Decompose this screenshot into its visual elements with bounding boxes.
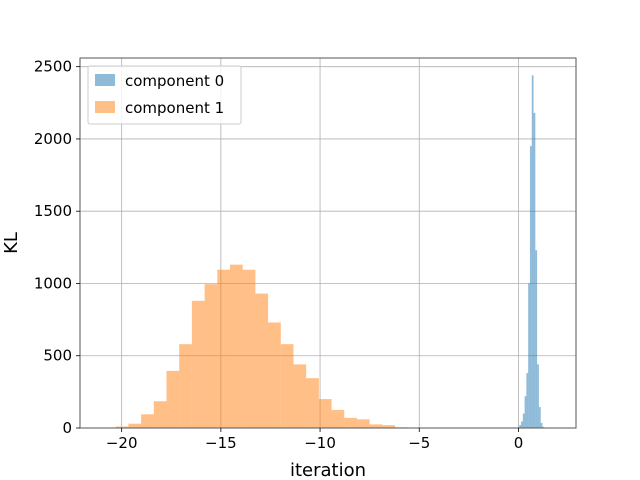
- histogram-bar: [528, 283, 530, 428]
- histogram-bar: [519, 425, 522, 428]
- legend-swatch-component-0: [95, 74, 115, 86]
- histogram-bar: [229, 264, 243, 428]
- histogram-bar: [280, 344, 294, 428]
- series-component-1-bars: [115, 264, 408, 428]
- histogram-bar: [204, 284, 218, 428]
- histogram-bar: [128, 423, 142, 428]
- x-tick-label: −20: [106, 434, 138, 452]
- plot-frame: [79, 57, 577, 429]
- histogram-bar: [242, 269, 256, 428]
- histogram-bar: [542, 426, 545, 428]
- histogram-bar: [191, 300, 205, 428]
- y-tick-label: 0: [62, 419, 72, 437]
- legend-label-component-1: component 1: [125, 99, 224, 117]
- histogram-bar: [344, 417, 357, 428]
- legend-box: [87, 65, 242, 125]
- histogram-bar: [540, 422, 543, 428]
- x-tick-label: −10: [304, 434, 336, 452]
- legend: component 0 component 1: [87, 65, 242, 125]
- histogram-bar: [115, 426, 129, 428]
- y-tick-label: 2500: [34, 58, 72, 76]
- x-tick-label: −15: [205, 434, 237, 452]
- histogram-bar: [166, 370, 180, 428]
- histogram-bar: [382, 425, 396, 428]
- histogram-bar: [537, 364, 539, 428]
- x-axis-label: iteration: [290, 460, 366, 480]
- histogram-bar: [521, 421, 523, 428]
- legend-swatch-component-1: [95, 101, 115, 113]
- histogram-bar: [255, 293, 269, 428]
- histogram-bar: [356, 419, 370, 428]
- histogram-bar: [141, 414, 154, 428]
- histogram-bar: [531, 75, 534, 428]
- histogram-bar: [524, 396, 527, 428]
- y-tick-label: 1000: [34, 274, 72, 292]
- histogram-bar: [369, 424, 383, 428]
- histogram-bar: [526, 373, 529, 428]
- y-axis-label: KL: [1, 232, 22, 254]
- x-tick-label: 0: [514, 434, 524, 452]
- histogram-bar: [217, 269, 230, 428]
- grid-lines: [80, 58, 576, 429]
- x-tick-label: −5: [408, 434, 430, 452]
- histogram-bar: [522, 413, 525, 428]
- histogram-bar: [538, 407, 541, 428]
- histogram-bar: [293, 364, 307, 428]
- histogram-bar: [535, 250, 538, 428]
- histogram-bar: [268, 322, 281, 428]
- y-tick-label: 500: [43, 347, 72, 365]
- histogram-bar: [533, 112, 536, 428]
- histogram-bar: [306, 378, 319, 428]
- histogram-bar: [179, 344, 192, 428]
- histogram-bar: [331, 409, 345, 428]
- y-tick-label: 1500: [34, 202, 72, 220]
- histogram-bar: [318, 399, 332, 428]
- series-component-0-bars: [517, 75, 545, 428]
- histogram-bar: [153, 401, 167, 428]
- histogram-bar: [529, 146, 532, 428]
- axis-ticks: −20 −15 −10 −5 0 0 500 1000 1500 2000 2500: [34, 58, 523, 452]
- y-tick-label: 2000: [34, 130, 72, 148]
- legend-label-component-0: component 0: [125, 72, 224, 90]
